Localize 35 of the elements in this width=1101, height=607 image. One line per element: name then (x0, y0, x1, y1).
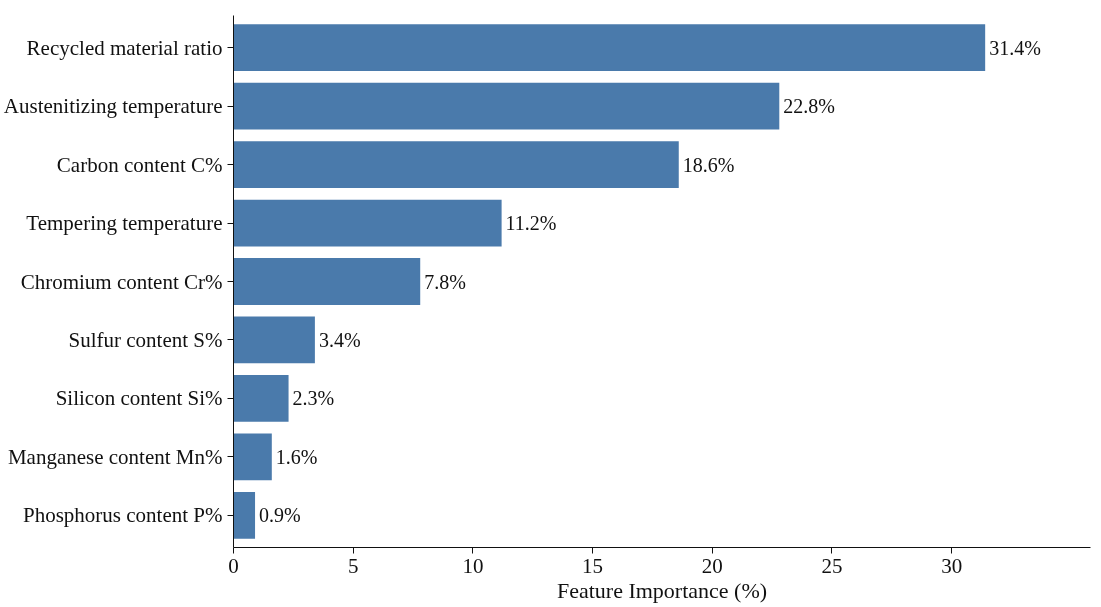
x-tick-label: 25 (821, 553, 843, 578)
y-tick-label: Phosphorus content P% (23, 503, 223, 528)
x-tick-label: 10 (462, 553, 484, 578)
x-axis-title: Feature Importance (%) (556, 577, 768, 603)
bar (233, 433, 272, 481)
x-tick-label: 0 (228, 553, 239, 578)
y-tick-label: Austenitizing temperature (3, 94, 223, 119)
x-tick-label: 5 (347, 553, 359, 578)
data-label: 7.8% (424, 270, 466, 293)
x-tick-label: 30 (941, 553, 963, 578)
y-tick-label: Manganese content Mn% (7, 444, 223, 469)
data-label: 22.8% (783, 95, 835, 118)
data-label: 1.6% (275, 445, 318, 468)
bar (233, 491, 256, 539)
data-label: 31.4% (989, 36, 1041, 59)
bar (233, 258, 421, 305)
bar (233, 141, 679, 188)
bar (233, 199, 502, 247)
x-tick-label: 15 (582, 553, 604, 578)
data-label: 0.9% (259, 504, 301, 527)
bar (233, 24, 986, 72)
data-label: 18.6% (682, 153, 735, 176)
y-tick-label: Tempering temperature (26, 211, 223, 236)
y-tick-label: Recycled material ratio (26, 35, 223, 60)
bar (233, 82, 780, 130)
bar (233, 316, 315, 364)
data-label: 3.4% (318, 328, 361, 351)
y-tick-label: Silicon content Si% (55, 386, 223, 411)
y-tick-label: Carbon content C% (56, 152, 223, 177)
y-tick-label: Chromium content Cr% (20, 269, 223, 294)
y-tick-label: Sulfur content S% (68, 327, 223, 352)
x-tick-label: 20 (701, 553, 723, 578)
bar (233, 375, 289, 422)
data-label: 11.2% (505, 212, 557, 235)
data-label: 2.3% (292, 387, 335, 410)
